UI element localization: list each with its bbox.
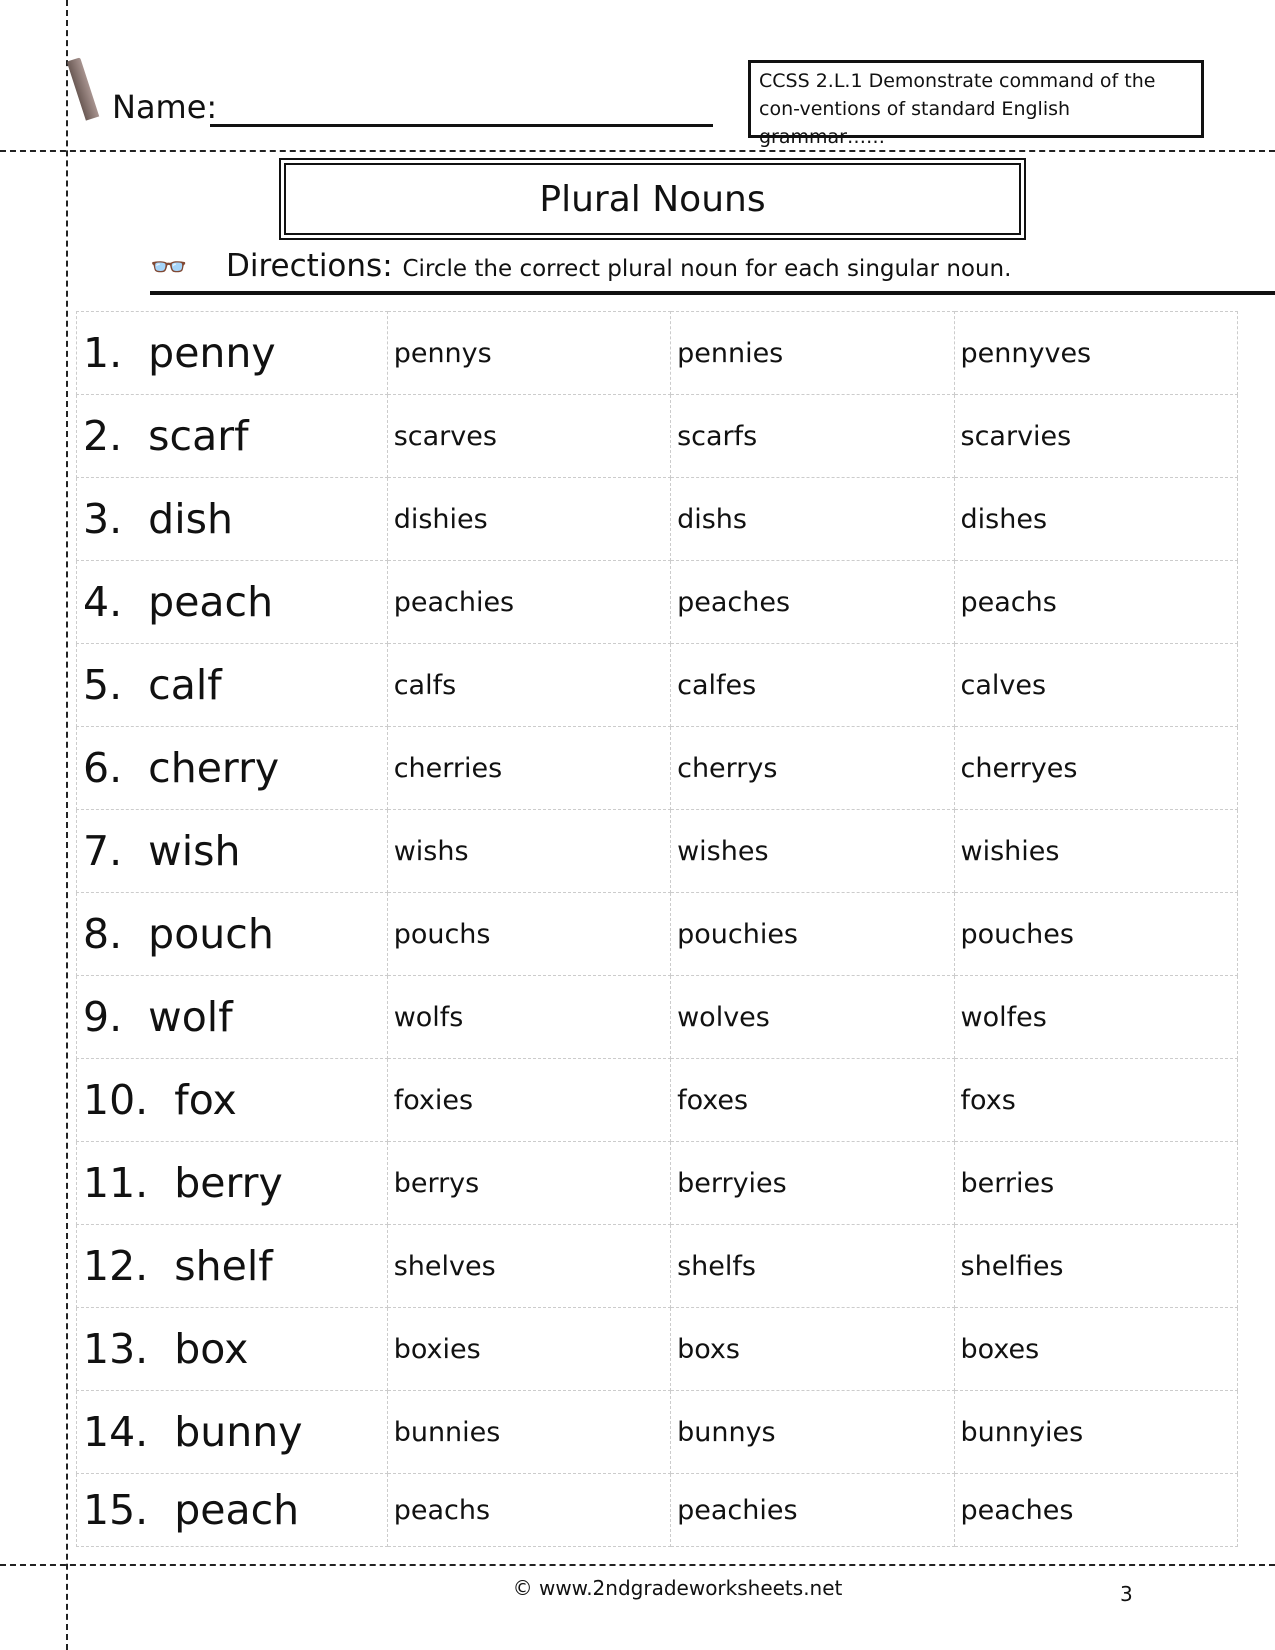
singular-noun: 5. calf — [76, 643, 388, 727]
singular-noun: 8. pouch — [76, 892, 388, 976]
page-title: Plural Nouns — [284, 163, 1021, 235]
plural-option[interactable]: peachs — [953, 560, 1239, 644]
plural-option[interactable]: peaches — [670, 560, 955, 644]
table-row: 12. shelf shelves shelfs shelfies — [76, 1224, 1239, 1308]
plural-option[interactable]: dishies — [386, 477, 672, 561]
plural-option[interactable]: scarfs — [670, 394, 955, 478]
table-row: 7. wish wishs wishes wishies — [76, 809, 1239, 893]
plural-option[interactable]: berries — [953, 1141, 1239, 1225]
table-row: 6. cherry cherries cherrys cherryes — [76, 726, 1239, 810]
name-field[interactable] — [210, 124, 713, 127]
plural-option[interactable]: pennys — [386, 311, 672, 395]
standard-box: CCSS 2.L.1 Demonstrate command of the co… — [748, 60, 1204, 148]
singular-noun: 13. box — [76, 1307, 388, 1391]
plural-option[interactable]: wolves — [670, 975, 955, 1059]
plural-option[interactable]: wishes — [670, 809, 955, 893]
plural-option[interactable]: pouchies — [670, 892, 955, 976]
plural-option[interactable]: shelves — [386, 1224, 672, 1308]
plural-option[interactable]: peachies — [386, 560, 672, 644]
plural-option[interactable]: wolfs — [386, 975, 672, 1059]
table-row: 11. berry berrys berryies berries — [76, 1141, 1239, 1225]
name-label: Name: — [112, 88, 218, 126]
plural-option[interactable]: boxes — [953, 1307, 1239, 1391]
plural-option[interactable]: dishes — [953, 477, 1239, 561]
plural-option[interactable]: berrys — [386, 1141, 672, 1225]
plural-option[interactable]: scarves — [386, 394, 672, 478]
glasses-icon: 👓 — [150, 250, 188, 285]
cut-line-vertical — [66, 0, 68, 1650]
table-row: 8. pouch pouchs pouchies pouches — [76, 892, 1239, 976]
plural-option[interactable]: calves — [953, 643, 1239, 727]
singular-noun: 11. berry — [76, 1141, 388, 1225]
pencil-icon — [66, 57, 100, 121]
plural-option[interactable]: calfes — [670, 643, 955, 727]
plural-option[interactable]: shelfies — [953, 1224, 1239, 1308]
singular-noun: 14. bunny — [76, 1390, 388, 1474]
table-row: 4. peach peachies peaches peachs — [76, 560, 1239, 644]
plural-option[interactable]: bunnys — [670, 1390, 955, 1474]
table-row: 15. peach peachs peachies peaches — [76, 1473, 1239, 1547]
directions-label: Directions: — [226, 248, 393, 284]
plural-option[interactable]: wolfes — [953, 975, 1239, 1059]
plural-option[interactable]: bunnyies — [953, 1390, 1239, 1474]
singular-noun: 3. dish — [76, 477, 388, 561]
plural-option[interactable]: pennies — [670, 311, 955, 395]
table-row: 3. dish dishies dishs dishes — [76, 477, 1239, 561]
plural-option[interactable]: foxies — [386, 1058, 672, 1142]
plural-option[interactable]: calfs — [386, 643, 672, 727]
table-row: 2. scarf scarves scarfs scarvies — [76, 394, 1239, 478]
directions-text: Circle the correct plural noun for each … — [402, 256, 1012, 282]
plural-option[interactable]: pennyves — [953, 311, 1239, 395]
table-row: 14. bunny bunnies bunnys bunnyies — [76, 1390, 1239, 1474]
plural-option[interactable]: dishs — [670, 477, 955, 561]
plural-option[interactable]: berryies — [670, 1141, 955, 1225]
table-row: 13. box boxies boxs boxes — [76, 1307, 1239, 1391]
table-row: 5. calf calfs calfes calves — [76, 643, 1239, 727]
plural-option[interactable]: pouchs — [386, 892, 672, 976]
plural-option[interactable]: shelfs — [670, 1224, 955, 1308]
plural-option[interactable]: wishies — [953, 809, 1239, 893]
plural-option[interactable]: peaches — [953, 1473, 1239, 1547]
plural-option[interactable]: peachs — [386, 1473, 672, 1547]
divider — [150, 291, 1275, 295]
singular-noun: 4. peach — [76, 560, 388, 644]
plural-option[interactable]: cherries — [386, 726, 672, 810]
singular-noun: 12. shelf — [76, 1224, 388, 1308]
nouns-table: 1. penny pennys pennies pennyves 2. scarf sca… — [76, 311, 1239, 1547]
plural-option[interactable]: foxes — [670, 1058, 955, 1142]
singular-noun: 15. peach — [76, 1473, 388, 1547]
singular-noun: 10. fox — [76, 1058, 388, 1142]
title-box: Plural Nouns — [279, 158, 1026, 240]
plural-option[interactable]: wishs — [386, 809, 672, 893]
singular-noun: 9. wolf — [76, 975, 388, 1059]
cut-line-top — [0, 150, 1275, 152]
table-row: 1. penny pennys pennies pennyves — [76, 311, 1239, 395]
singular-noun: 7. wish — [76, 809, 388, 893]
plural-option[interactable]: cherryes — [953, 726, 1239, 810]
plural-option[interactable]: foxs — [953, 1058, 1239, 1142]
table-row: 10. fox foxies foxes foxs — [76, 1058, 1239, 1142]
singular-noun: 1. penny — [76, 311, 388, 395]
table-row: 9. wolf wolfs wolves wolfes — [76, 975, 1239, 1059]
singular-noun: 2. scarf — [76, 394, 388, 478]
plural-option[interactable]: boxs — [670, 1307, 955, 1391]
page-number: 3 — [1120, 1582, 1133, 1606]
plural-option[interactable]: peachies — [670, 1473, 955, 1547]
plural-option[interactable]: scarvies — [953, 394, 1239, 478]
plural-option[interactable]: pouches — [953, 892, 1239, 976]
copyright: © www.2ndgradeworksheets.net — [512, 1576, 843, 1600]
cut-line-bottom — [0, 1564, 1275, 1566]
directions: Directions: Circle the correct plural no… — [226, 248, 1011, 284]
plural-option[interactable]: bunnies — [386, 1390, 672, 1474]
singular-noun: 6. cherry — [76, 726, 388, 810]
plural-option[interactable]: boxies — [386, 1307, 672, 1391]
plural-option[interactable]: cherrys — [670, 726, 955, 810]
